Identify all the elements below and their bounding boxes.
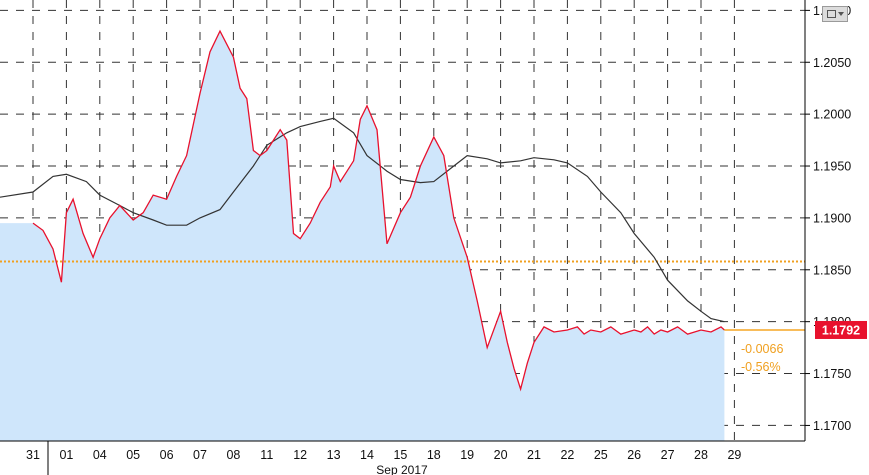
y-tick-label: 1.1900 [813, 211, 851, 225]
x-tick-label: 12 [293, 448, 307, 462]
last-price-badge-box [815, 320, 867, 339]
x-tick-label: 05 [126, 448, 140, 462]
chevron-down-icon [837, 12, 844, 16]
y-tick-label: 1.1950 [813, 160, 851, 174]
last-price-label: 1.1792 [822, 323, 860, 337]
y-tick-label: 1.1850 [813, 263, 851, 277]
x-tick-label: 14 [360, 448, 374, 462]
x-tick-label: 31 [26, 448, 40, 462]
y-tick-label: 1.2000 [813, 108, 851, 122]
x-tick-label: 18 [427, 448, 441, 462]
x-tick-label: 29 [727, 448, 741, 462]
x-tick-label: 20 [494, 448, 508, 462]
change-percent: -0.56% [741, 360, 781, 374]
x-tick-label: 25 [594, 448, 608, 462]
x-axis-title: Sep 2017 [376, 463, 428, 475]
x-tick-label: 07 [193, 448, 207, 462]
x-tick-label: 19 [460, 448, 474, 462]
change-absolute: -0.0066 [741, 342, 783, 356]
x-tick-label: 11 [260, 448, 273, 462]
chart-menu-button[interactable] [822, 6, 848, 22]
last-price-badge: 1.1792 [815, 320, 867, 339]
x-tick-label: 13 [327, 448, 341, 462]
y-axis-ticks: 1.17001.17501.18001.18501.19001.19501.20… [805, 4, 851, 433]
x-tick-label: 27 [661, 448, 675, 462]
x-axis-ticks: 31 01 04 05 06 07 08 11 12 13 14 15 18 19 20 21 22 25 26 27… [26, 448, 741, 462]
x-tick-label: 15 [393, 448, 407, 462]
y-tick-label: 1.1700 [813, 419, 851, 433]
moving-average-line [0, 117, 725, 323]
y-tick-label: 1.2050 [813, 56, 851, 70]
x-tick-label: 21 [527, 448, 541, 462]
y-tick-label: 1.1750 [813, 367, 851, 381]
x-tick-label: 26 [627, 448, 641, 462]
x-tick-label: 01 [59, 448, 73, 462]
x-tick-label: 08 [226, 448, 240, 462]
price-line [32, 29, 725, 392]
price-area-fill [0, 31, 725, 441]
x-tick-label: 04 [93, 448, 107, 462]
chart-menu-icon [826, 10, 836, 18]
x-tick-label: 06 [160, 448, 174, 462]
x-tick-label: 22 [560, 448, 574, 462]
x-tick-label: 28 [694, 448, 708, 462]
